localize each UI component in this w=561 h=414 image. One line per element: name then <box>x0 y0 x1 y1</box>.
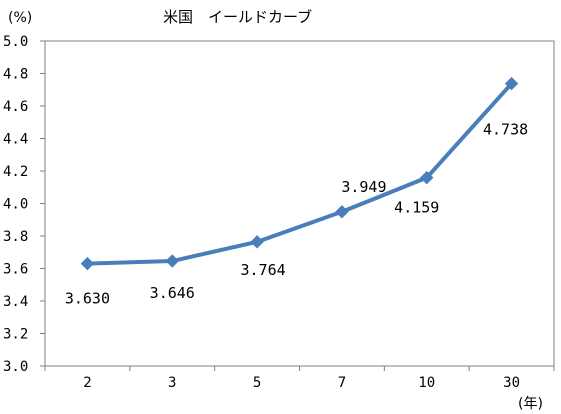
y-tick-label: 3.4 <box>3 294 28 310</box>
data-point-marker <box>250 235 264 249</box>
data-label: 3.646 <box>150 284 195 302</box>
x-axis-unit: (年) <box>518 396 543 412</box>
data-point-marker <box>420 170 434 185</box>
y-tick-label: 4.4 <box>3 132 28 148</box>
y-tick-label: 3.8 <box>3 229 28 245</box>
series-group <box>80 76 519 271</box>
y-tick-label: 3.0 <box>3 359 28 375</box>
data-point-marker <box>80 256 95 271</box>
y-tick-labels: 3.0 3.2 3.4 3.6 3.8 4.0 4.2 4.4 4.6 4.8 5.0 <box>3 34 45 375</box>
y-tick-label: 4.2 <box>3 164 28 180</box>
y-tick-label: 3.6 <box>3 262 28 278</box>
data-label: 3.949 <box>341 178 386 196</box>
data-point-marker <box>165 254 179 268</box>
data-point-marker <box>504 76 519 91</box>
y-tick-label: 3.2 <box>3 327 28 343</box>
y-axis-unit: (%) <box>8 10 32 26</box>
x-tick-labels: 2 3 5 7 10 30 <box>44 366 555 391</box>
data-labels: 3.630 3.646 3.764 3.949 4.159 4.738 <box>65 121 528 308</box>
y-tick-label: 4.0 <box>3 197 28 213</box>
x-tick-label: 2 <box>83 375 91 391</box>
series-line <box>87 82 514 266</box>
x-tick-label: 7 <box>338 375 346 391</box>
data-label: 4.159 <box>394 199 439 217</box>
data-label: 3.630 <box>65 290 110 308</box>
data-point-marker <box>335 205 349 219</box>
chart-title: 米国 イールドカーブ <box>163 8 312 26</box>
x-tick-label: 5 <box>253 375 261 391</box>
x-tick-label: 3 <box>168 375 176 391</box>
plot-area <box>44 40 555 367</box>
y-tick-label: 4.8 <box>3 67 28 83</box>
x-tick-label: 10 <box>418 375 435 391</box>
y-tick-label: 5.0 <box>3 34 28 50</box>
data-label: 4.738 <box>483 121 528 139</box>
data-label: 3.764 <box>241 261 286 279</box>
x-tick-label: 30 <box>503 375 520 391</box>
y-tick-label: 4.6 <box>3 99 28 115</box>
